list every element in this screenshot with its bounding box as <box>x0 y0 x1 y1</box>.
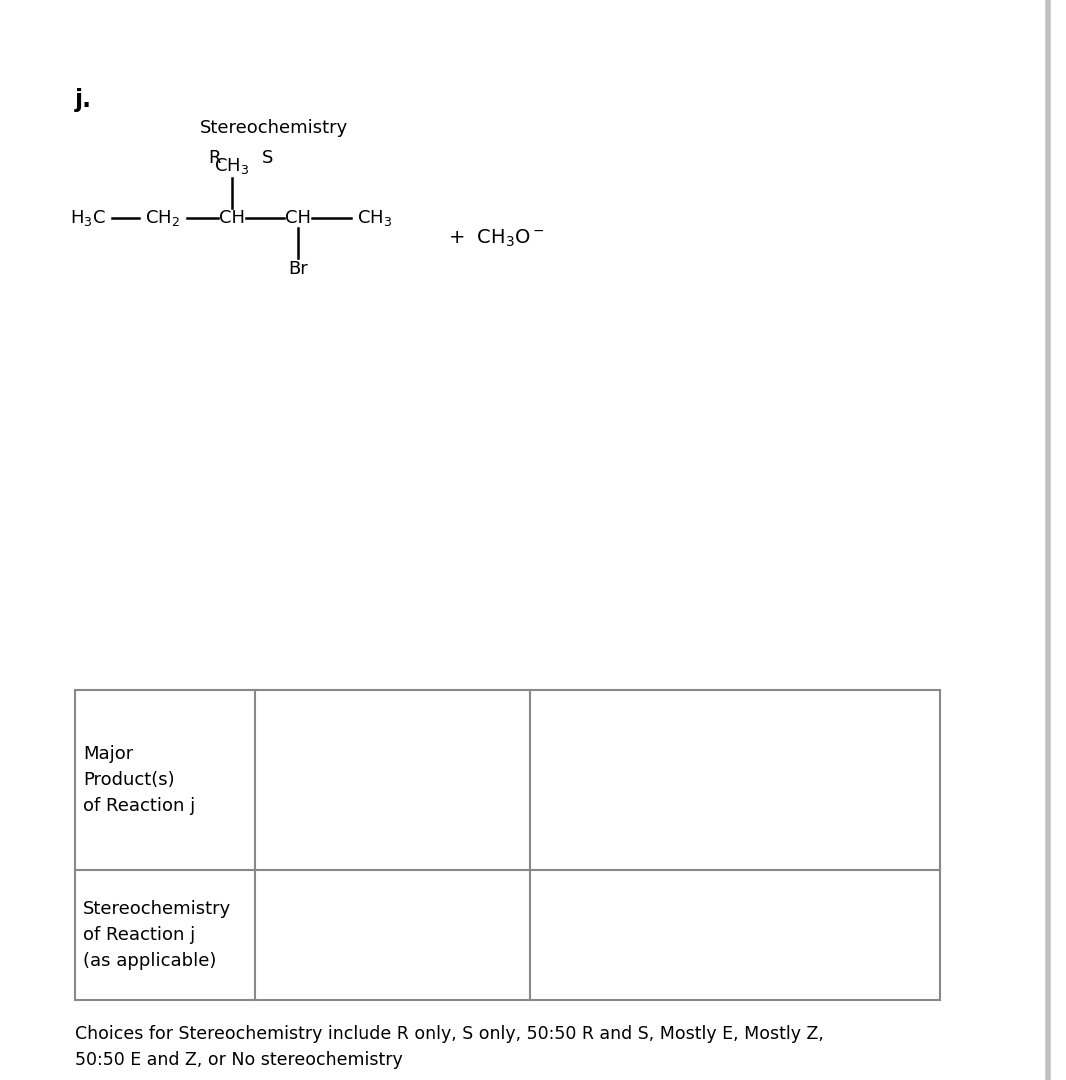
Text: Br: Br <box>288 260 308 278</box>
Text: CH$_3$: CH$_3$ <box>357 208 392 228</box>
Text: Stereochemistry
of Reaction j
(as applicable): Stereochemistry of Reaction j (as applic… <box>83 900 231 971</box>
Text: CH$_3$: CH$_3$ <box>214 156 249 176</box>
Text: CH: CH <box>219 210 245 227</box>
Text: CH$_2$: CH$_2$ <box>145 208 180 228</box>
Text: R: R <box>209 149 222 167</box>
Text: +  CH$_3$O$^-$: + CH$_3$O$^-$ <box>448 228 545 248</box>
Text: S: S <box>262 149 274 167</box>
Text: CH: CH <box>285 210 311 227</box>
Text: Major
Product(s)
of Reaction j: Major Product(s) of Reaction j <box>83 744 195 815</box>
Text: H$_3$C: H$_3$C <box>70 208 106 228</box>
Text: Choices for Stereochemistry include R only, S only, 50:50 R and S, Mostly E, Mos: Choices for Stereochemistry include R on… <box>75 1025 824 1069</box>
Text: j.: j. <box>75 87 92 112</box>
Text: Stereochemistry: Stereochemistry <box>200 119 349 137</box>
Bar <box>75 690 940 1000</box>
